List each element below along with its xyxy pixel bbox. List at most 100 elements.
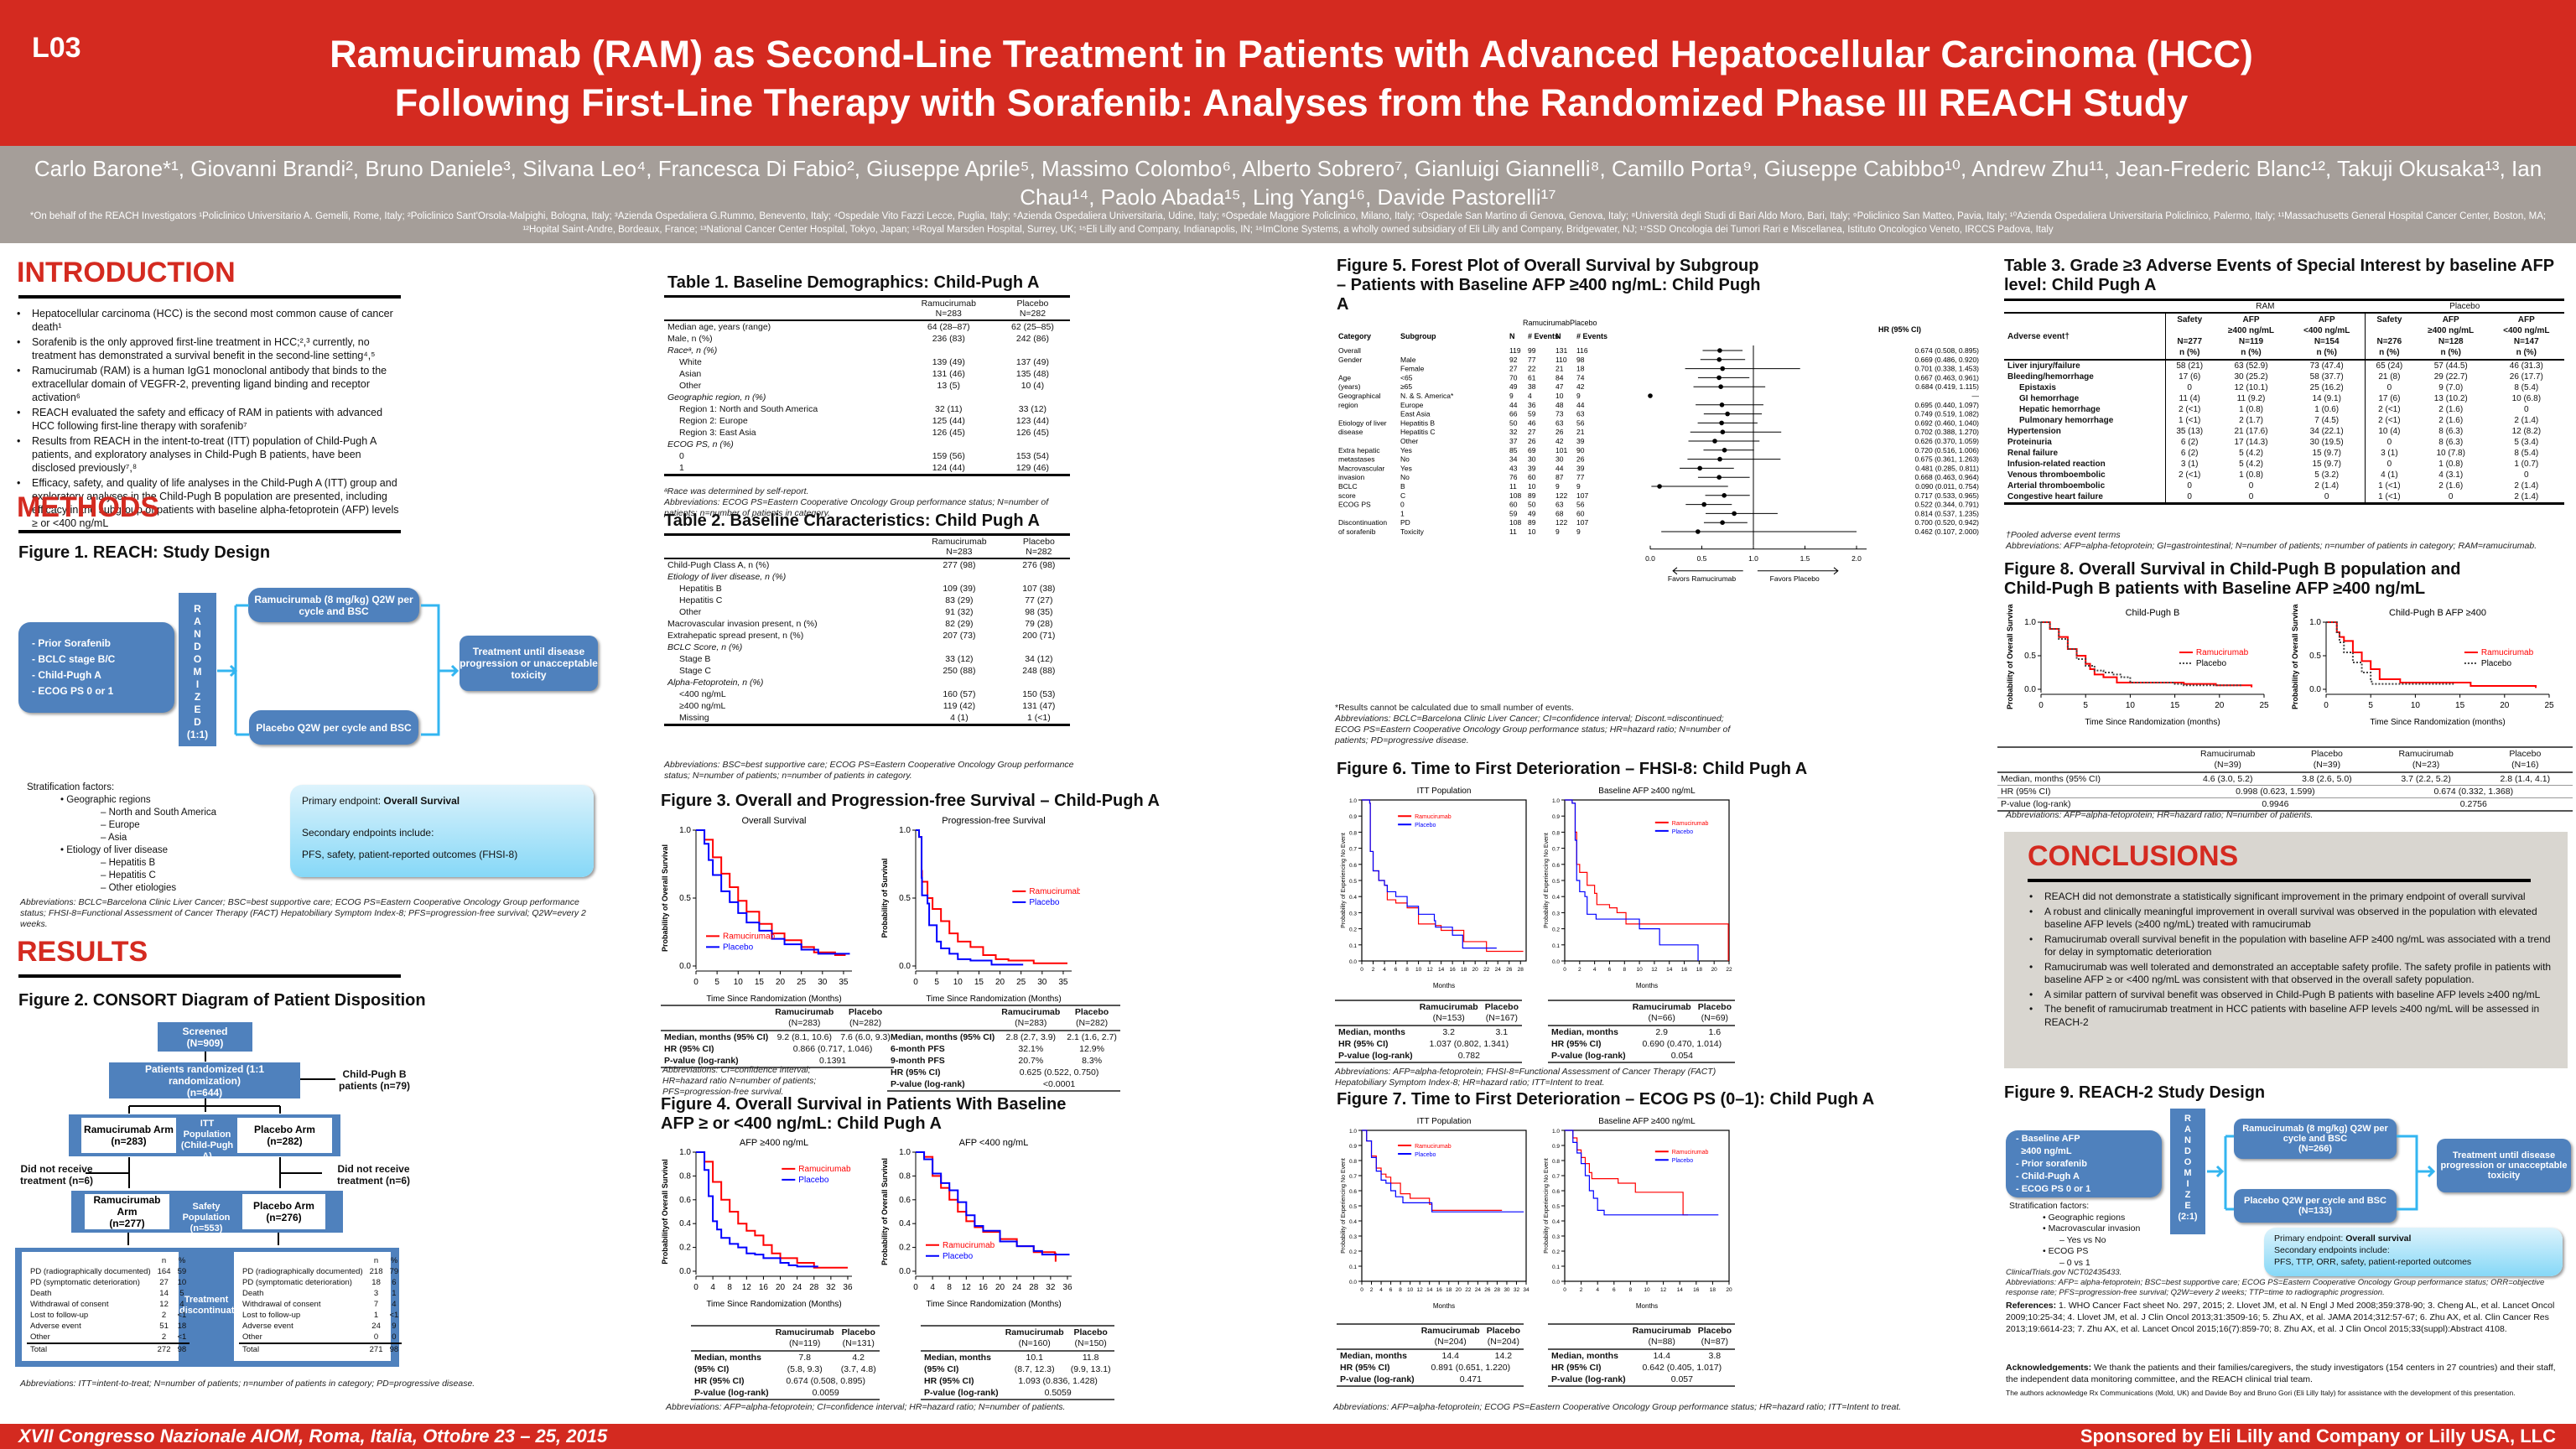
forest-cell: 76 <box>1509 473 1518 481</box>
cell-label: Withdrawal of consent <box>242 1300 321 1309</box>
table-row: Median, months 3.2 3.1 <box>1335 1026 1522 1038</box>
table-header-row: Ramucirumab N=283 Placebo N=282 <box>664 295 1070 321</box>
col-n: N=283 <box>935 309 962 319</box>
randomized-letter: R <box>194 603 201 615</box>
table-header-row: Ramucirumab (N=160) Placebo (N=150) <box>921 1325 1114 1352</box>
cpb-value: 0.998 (0.623, 1.599) <box>2176 785 2375 798</box>
table-row: Median, months 10.1 11.8 <box>921 1351 1114 1363</box>
forest-cell: invasion <box>1338 473 1364 481</box>
cell-value: 0 <box>392 1332 397 1342</box>
column-header: Placebo (N=150) <box>1067 1325 1114 1352</box>
forest-cell: 56 <box>1576 418 1585 427</box>
fig7-itt-chart: ITT Population 0.0 0.1 0.2 0.3 0.4 0.5 0.6 0.7 0.… <box>1341 1117 1530 1310</box>
forest-cell: B <box>1400 482 1405 491</box>
column-header: AFP ≥400 ng/mL N=119 n (%) <box>2213 313 2289 361</box>
x-tick-label: 30 <box>1037 978 1047 987</box>
ae-value: 17 (6) <box>2179 372 2201 382</box>
consort-itt-pbo-text: Placebo Arm <box>254 1124 315 1135</box>
ae-value: 5 (4.2) <box>2239 449 2263 458</box>
x-tick-label: 20 <box>2215 701 2225 710</box>
column-header: Ramucirumab (N=119) <box>771 1325 838 1352</box>
fig6-afp-chart: Baseline AFP ≥400 ng/mL 0.0 0.1 0.2 0.3 0.4 0.… <box>1544 787 1732 989</box>
row-label: Macrovascular invasion present, n (%) <box>667 619 818 629</box>
ramucirumab-value: 2.9 <box>1655 1027 1668 1037</box>
fig8-abbreviations: Abbreviations: AFP=alpha-fetoprotein; HR… <box>2006 810 2314 820</box>
ae-value: 21 (8) <box>2378 372 2401 382</box>
row-label: P-value (log-rank) <box>1548 1374 1629 1387</box>
legend-label: Ramucirumab <box>1672 821 1709 827</box>
table-row: ECOG PS, n (%) <box>664 439 1070 450</box>
y-tick-label: 1.0 <box>1349 798 1357 804</box>
cell-label: PD (radiographically documented) <box>30 1267 151 1276</box>
strat-title: Stratification factors: <box>2009 1201 2090 1211</box>
ae-value: 34 (22.1) <box>2288 426 2366 437</box>
ae-value: 0 <box>2386 438 2392 447</box>
table-row: Raceᵃ, n (%) <box>664 345 1070 356</box>
secondary-endpoint-label: Secondary endpoints include: <box>302 827 434 839</box>
ramucirumab-value <box>911 677 1008 688</box>
intro-bullet: Sorafenib is the only approved first-lin… <box>12 335 406 362</box>
column-header: Placebo (N=282) <box>837 1005 894 1031</box>
forest-cell: 69 <box>1528 446 1536 454</box>
strat-factor: • Etiology of liver disease <box>60 845 169 855</box>
table-row: ≥400 ng/mL 119 (42) 131 (47) <box>664 700 1070 712</box>
y-axis-label: Probability of Experiencing No Event <box>1544 1158 1550 1254</box>
forest-cell: 119 <box>1509 346 1521 355</box>
x-tick-label: 14 <box>1677 1287 1684 1293</box>
fig3-os-chart: Overall Survival 0.0 0.5 1.0 0 5 10 15 20 25 30 35 T… <box>661 816 852 1004</box>
fig7-title: Figure 7. Time to First Deterioration – … <box>1337 1090 1875 1109</box>
forest-cell: 77 <box>1576 473 1585 481</box>
fig8-title: Figure 8. Overall Survival in Child-Pugh… <box>2004 560 2461 598</box>
chart-title: AFP <400 ng/mL <box>959 1138 1029 1148</box>
table-row: Liver injury/failure 58 (21) 63 (52.9) 73 (… <box>2004 360 2564 371</box>
cell-value: 7 <box>373 1300 379 1309</box>
x-tick-label: 12 <box>742 1283 752 1292</box>
legend-label: Ramucirumab <box>1415 814 1452 820</box>
column-header: Placebo (N=282) <box>1063 1005 1120 1031</box>
x-tick-label: 25 <box>1016 978 1026 987</box>
author-list: Carlo Barone*¹, Giovanni Brandi², Bruno … <box>34 156 2542 210</box>
x-tick-label: 8 <box>1399 1287 1402 1293</box>
forest-hr-label: 0.717 (0.533, 0.965) <box>1914 491 1979 500</box>
fig9-arm-ramucirumab: Ramucirumab (8 mg/kg) Q2W per cycle and … <box>2234 1119 2397 1159</box>
forest-hr-label: 0.695 (0.440, 1.097) <box>1914 401 1979 409</box>
table-row: Stage B 33 (12) 34 (12) <box>664 653 1070 665</box>
km-curve-placebo <box>2326 621 2454 685</box>
y-tick-label: 0.0 <box>899 1267 911 1276</box>
fig4-afp-low-stats-table: Ramucirumab (N=160) Placebo (N=150) Median, … <box>921 1325 1114 1400</box>
forest-cell: 60 <box>1528 473 1536 481</box>
legend-label: Placebo <box>723 943 754 952</box>
poster-title: Ramucirumab (RAM) as Second-Line Treatme… <box>117 30 2465 127</box>
row-value: 0.891 (0.651, 1.220) <box>1431 1363 1511 1373</box>
forest-cell: 9 <box>1555 482 1560 491</box>
x-tick-label: 32 <box>1046 1283 1056 1292</box>
y-tick-label: 0.7 <box>1552 847 1560 853</box>
primary-endpoint-label: Primary endpoint: <box>2274 1233 2346 1244</box>
table-row: Congestive heart failure 0 0 0 1 (<1) 0 2 (1.4… <box>2004 491 2564 505</box>
table-row: Missing 4 (1) 1 (<1) <box>664 712 1070 726</box>
consort-connector <box>86 1157 130 1188</box>
legend-label: Ramucirumab <box>723 932 776 941</box>
ae-value: 14 (9.1) <box>2288 393 2366 404</box>
x-tick-label: 30 <box>1504 1287 1510 1293</box>
forest-point <box>1716 357 1722 362</box>
table-row: Child-Pugh Class A, n (%) 277 (98) 276 (98… <box>664 558 1070 571</box>
randomize-letter: I <box>2186 1179 2189 1189</box>
forest-point <box>1719 402 1725 408</box>
x-tick-label: 0 <box>2324 701 2329 710</box>
row-label: P-value (log-rank) <box>691 1387 772 1400</box>
y-tick-label: 0.8 <box>1552 830 1560 836</box>
ramucirumab-value: 83 (29) <box>945 595 974 605</box>
title-line-2: Following First-Line Therapy with Sorafe… <box>394 81 2189 124</box>
placebo-value: 248 (88) <box>1022 666 1056 676</box>
ae-value: 0 <box>2524 470 2529 480</box>
column-header: AFP ≥400 ng/mL N=128 n (%) <box>2412 313 2489 361</box>
strat-factor: – 0 vs 1 <box>2059 1257 2090 1268</box>
table-header-row: Ramucirumab N=283 Placebo N=282 <box>664 533 1070 559</box>
y-axis-label: Probability of Experiencing No Event <box>1341 1158 1347 1254</box>
references-text: 1. WHO Cancer Fact sheet No. 297, 2015; … <box>2006 1301 2555 1334</box>
y-tick-label: 1.0 <box>1349 1129 1357 1135</box>
placebo-value: 200 (71) <box>1022 631 1056 641</box>
y-tick-label: 0.5 <box>1349 1204 1357 1210</box>
x-tick-label: 30 <box>818 978 828 987</box>
